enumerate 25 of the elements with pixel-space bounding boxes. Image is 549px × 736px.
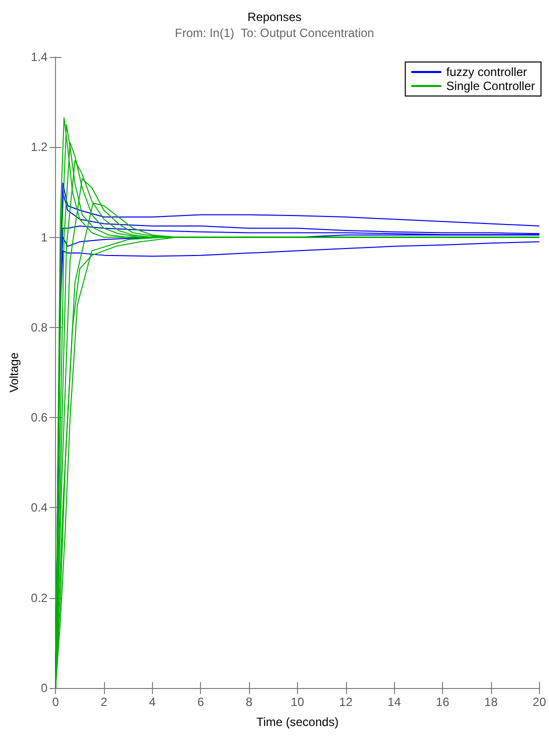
x-tick-label: 10 (290, 695, 304, 709)
y-axis-title: Voltage (7, 352, 21, 393)
x-tick-label: 6 (197, 695, 204, 709)
y-tick-label: 0.6 (30, 410, 48, 425)
y-tick-label: 1 (40, 230, 48, 244)
chart-subtitle: From: In(1) To: Output Concentration (174, 26, 374, 40)
x-tick-label: 16 (436, 695, 450, 709)
x-tick-label: 18 (484, 695, 498, 709)
y-tick-label: 0.4 (30, 500, 48, 515)
x-tick-label: 0 (52, 695, 60, 709)
legend-label: Single Controller (446, 79, 536, 93)
x-axis-title: Time (seconds) (256, 715, 339, 729)
legend-label: fuzzy controller (446, 65, 527, 79)
x-tick-label: 12 (339, 695, 353, 709)
x-tick-label: 4 (148, 695, 156, 709)
chart-title: Reponses (247, 10, 302, 24)
x-tick-label: 20 (532, 695, 546, 709)
y-tick-label: 0 (40, 681, 48, 695)
x-tick-label: 14 (388, 695, 402, 709)
x-tick-label: 2 (100, 695, 108, 709)
y-tick-label: 1.4 (30, 50, 48, 64)
y-tick-label: 0.8 (30, 320, 48, 334)
y-tick-label: 1.2 (30, 140, 48, 154)
x-tick-label: 8 (246, 695, 253, 709)
y-tick-label: 0.2 (30, 590, 48, 605)
